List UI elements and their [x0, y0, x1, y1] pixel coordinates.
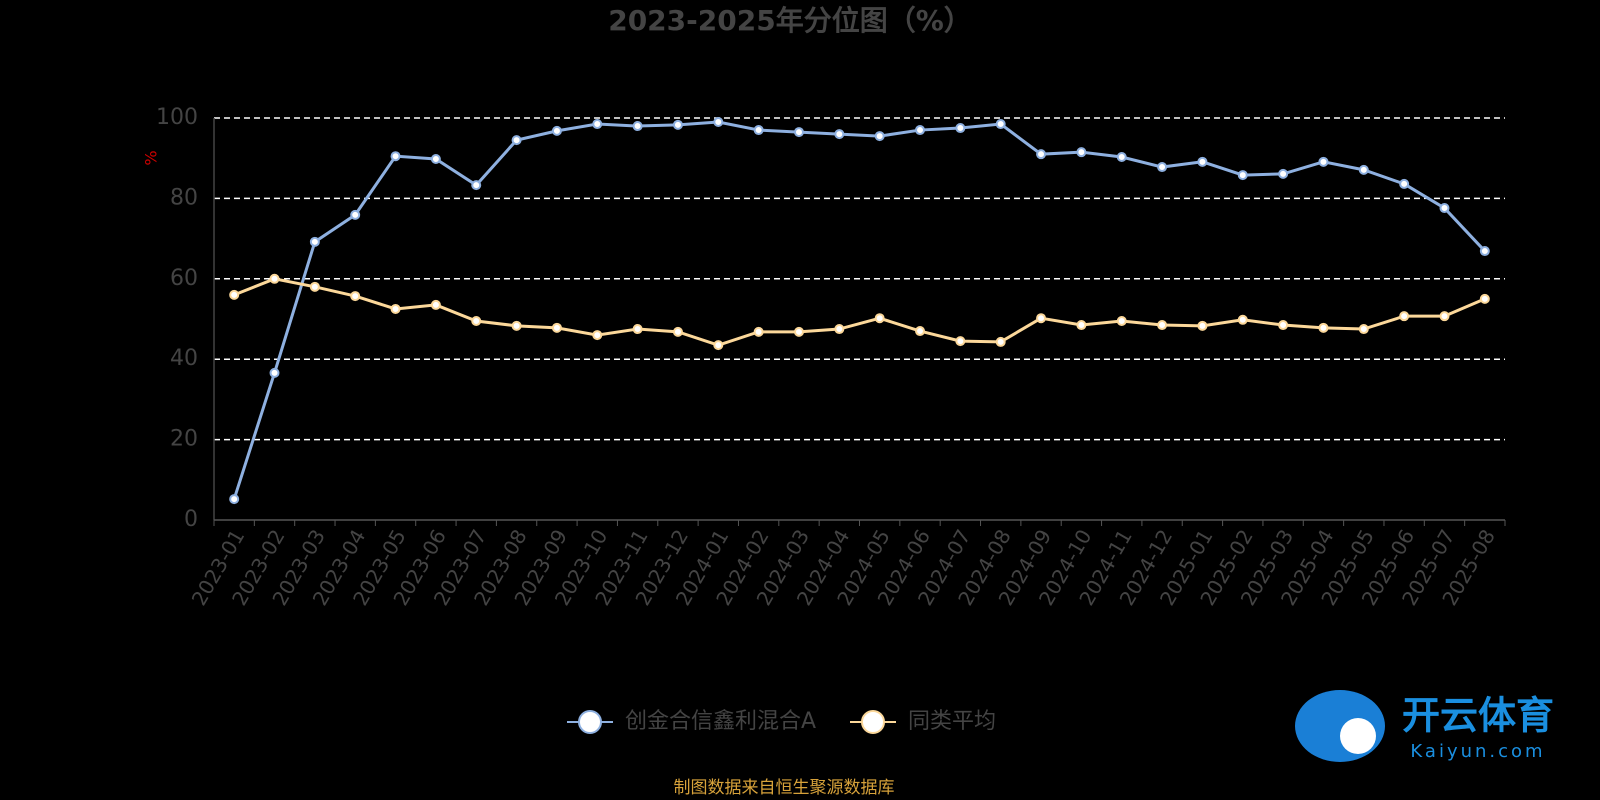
data-point — [229, 494, 240, 505]
data-point — [1358, 164, 1369, 175]
y-axis-label: % — [142, 150, 161, 165]
data-point — [269, 273, 280, 284]
data-point — [793, 127, 804, 138]
data-point — [309, 236, 320, 247]
data-point — [1076, 320, 1087, 331]
data-point — [1399, 178, 1410, 189]
data-point — [350, 291, 361, 302]
data-point — [592, 119, 603, 130]
data-point — [793, 326, 804, 337]
data-point — [1399, 311, 1410, 322]
data-point — [1439, 203, 1450, 214]
data-point — [430, 154, 441, 165]
data-point — [1278, 320, 1289, 331]
data-point — [1157, 320, 1168, 331]
data-point — [834, 324, 845, 335]
data-point — [1479, 293, 1490, 304]
y-tick-label: 20 — [170, 427, 198, 452]
logo-ball — [1340, 718, 1376, 754]
data-point — [1197, 320, 1208, 331]
data-point — [995, 336, 1006, 347]
data-point — [511, 320, 522, 331]
legend-label: 创金合信鑫利混合A — [625, 709, 816, 734]
data-point — [915, 326, 926, 337]
data-point — [632, 324, 643, 335]
data-point — [1076, 147, 1087, 158]
data-point — [551, 125, 562, 136]
data-point — [350, 209, 361, 220]
data-point — [753, 326, 764, 337]
data-point — [430, 299, 441, 310]
data-point — [672, 326, 683, 337]
legend-marker — [861, 710, 885, 734]
y-tick-label: 100 — [156, 105, 198, 130]
data-point — [390, 303, 401, 314]
data-point — [1439, 311, 1450, 322]
data-point — [1237, 314, 1248, 325]
data-point — [511, 135, 522, 146]
data-point — [1116, 151, 1127, 162]
data-point — [1318, 156, 1329, 167]
data-point — [713, 340, 724, 351]
source-note: 制图数据来自恒生聚源数据库 — [674, 778, 895, 798]
data-point — [834, 129, 845, 140]
data-point — [471, 180, 482, 191]
data-point — [1116, 316, 1127, 327]
data-point — [1197, 156, 1208, 167]
data-point — [1036, 313, 1047, 324]
data-point — [995, 119, 1006, 130]
data-point — [471, 316, 482, 327]
y-tick-label: 40 — [170, 346, 198, 371]
data-point — [551, 322, 562, 333]
data-point — [1358, 324, 1369, 335]
y-tick-label: 80 — [170, 185, 198, 210]
legend-label: 同类平均 — [908, 709, 996, 734]
data-point — [229, 289, 240, 300]
data-point — [1318, 322, 1329, 333]
data-point — [1237, 170, 1248, 181]
data-point — [1036, 149, 1047, 160]
data-point — [309, 281, 320, 292]
data-point — [753, 125, 764, 136]
data-point — [390, 151, 401, 162]
watermark: 开云体育 Kaiyun.com — [1295, 690, 1554, 762]
watermark-sub: Kaiyun.com — [1410, 741, 1545, 762]
data-point — [592, 330, 603, 341]
data-point — [632, 121, 643, 132]
chart-title: 2023-2025年分位图（%） — [608, 4, 972, 37]
series-line — [232, 120, 1486, 500]
data-point — [672, 119, 683, 130]
data-point — [955, 123, 966, 134]
data-point — [1157, 162, 1168, 173]
watermark-text: 开云体育 — [1402, 694, 1554, 738]
data-point — [874, 313, 885, 324]
y-tick-label: 60 — [170, 266, 198, 291]
data-point — [955, 336, 966, 347]
data-point — [713, 117, 724, 128]
data-point — [915, 125, 926, 136]
series-line — [233, 277, 1486, 347]
legend-marker — [578, 710, 602, 734]
data-point — [269, 367, 280, 378]
data-point — [874, 131, 885, 142]
data-point — [1479, 246, 1490, 257]
data-point — [1278, 168, 1289, 179]
y-tick-label: 0 — [184, 507, 198, 532]
